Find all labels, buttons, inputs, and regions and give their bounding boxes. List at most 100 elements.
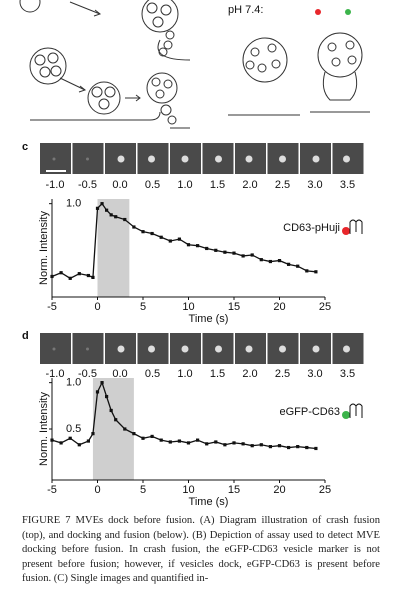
scale-bar [46,170,66,172]
data-point [168,440,172,444]
data-point [59,441,63,445]
x-tick-label: -5 [47,484,57,496]
frame-label: 0.0 [112,368,127,380]
panel-label: d [22,330,29,342]
data-point [168,239,172,243]
data-point [159,235,163,239]
x-tick-label: 10 [182,484,194,496]
data-point [223,250,227,254]
data-point [314,446,318,451]
data-point [277,259,282,263]
image-spot [86,347,89,351]
frame-label: 2.5 [275,179,290,191]
data-point [186,441,191,445]
x-tick-label: 0 [94,301,100,313]
data-point [232,251,236,255]
data-point [287,262,291,266]
data-point [95,390,100,394]
image-spot [312,155,320,163]
data-point [205,246,209,251]
image-spot [148,345,155,353]
shaded-region [97,199,130,297]
legend-icon [345,9,351,15]
data-point [95,206,100,210]
frame-label: -1.0 [46,179,65,191]
data-point [296,264,300,268]
data-point [214,440,218,444]
frame-label: 2.5 [275,368,290,380]
frame-label: 1.0 [177,179,192,191]
data-line [51,202,316,280]
data-point [150,434,154,439]
image-spot [117,155,125,163]
data-point [296,445,300,449]
x-tick-label: -5 [47,301,57,313]
image-spot [181,345,189,353]
legend-icon [349,219,363,234]
data-point [177,237,181,241]
frame-label: 3.0 [307,179,322,191]
data-point [268,445,272,449]
frame-label: 0.0 [112,179,127,191]
x-tick-label: 5 [140,484,146,496]
data-point [77,272,81,276]
data-point [141,230,145,234]
image-spot [117,345,125,353]
data-point [123,427,127,431]
data-point [177,439,181,443]
data-point [91,275,95,279]
frame-label: -0.5 [78,368,97,380]
image-spot [215,345,222,353]
legend-marker [342,411,350,419]
frame-label: 3.5 [340,179,355,191]
frame-label: 3.0 [307,368,322,380]
data-point [205,442,209,446]
image-spot [52,347,56,351]
x-tick-label: 25 [319,301,331,313]
legend-label: eGFP-CD63 [279,406,340,418]
data-point [100,381,104,385]
data-point [305,445,309,450]
y-tick-label: 1.0 [66,198,81,210]
legend-icon [349,403,363,418]
image-frame [40,333,71,364]
data-point [159,438,163,442]
data-point [109,213,113,217]
image-spot [245,155,253,163]
caption: FIGURE 7 MVEs dock before fusion. (A) Di… [22,515,380,585]
x-axis-label: Time (s) [189,496,229,508]
data-point [150,231,154,236]
image-spot [343,155,350,163]
frame-label: 1.5 [210,368,225,380]
y-tick-label: 1.0 [66,377,81,389]
image-spot [52,157,56,161]
data-point [105,394,109,399]
data-point [250,253,254,257]
x-tick-label: 15 [228,484,240,496]
ph-label: pH 7.4: [228,4,263,16]
data-point [91,432,95,436]
image-spot [215,155,222,163]
image-spot [279,345,286,353]
data-point [114,215,118,219]
data-point [223,443,227,447]
x-tick-label: 15 [228,301,240,313]
image-spot [343,345,350,353]
panel-label: c [22,141,28,153]
data-point [68,276,72,280]
y-axis-label: Norm. Intensity [38,392,50,466]
data-point [59,271,63,275]
frame-label: 1.5 [210,179,225,191]
data-point [196,438,200,442]
data-point [132,225,136,229]
y-tick-label: 0.5 [66,423,81,435]
image-frame [40,143,71,174]
data-point [123,217,127,222]
frame-label: 0.5 [145,368,160,380]
image-spot [181,155,189,163]
frame-label: 2.0 [242,368,257,380]
data-point [86,439,90,443]
legend-icon [315,9,321,15]
